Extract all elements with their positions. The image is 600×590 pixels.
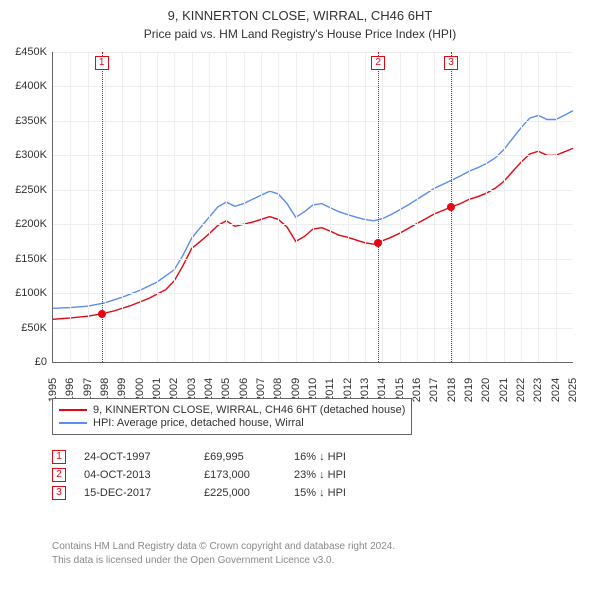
gridline-v	[140, 52, 141, 362]
sale-event-date: 15-DEC-2017	[84, 487, 204, 499]
sale-event-marker: 3	[444, 56, 458, 70]
x-axis-tick: 2016	[411, 378, 423, 402]
x-axis-tick: 2024	[550, 378, 562, 402]
gridline-v	[330, 52, 331, 362]
sale-event-price: £69,995	[204, 451, 294, 463]
gridline-v	[504, 52, 505, 362]
gridline-v	[365, 52, 366, 362]
gridline-v	[244, 52, 245, 362]
sale-event-row-marker: 1	[52, 450, 66, 464]
x-axis-tick: 2022	[515, 378, 527, 402]
x-axis-tick: 2017	[428, 378, 440, 402]
y-axis-tick: £150K	[15, 253, 47, 265]
y-axis-tick: £100K	[15, 287, 47, 299]
sale-event-dot	[374, 239, 382, 247]
legend-label: HPI: Average price, detached house, Wirr…	[93, 417, 304, 429]
gridline-v	[313, 52, 314, 362]
sale-event-row-marker: 3	[52, 486, 66, 500]
sale-event-date: 04-OCT-2013	[84, 469, 204, 481]
sale-event-line	[378, 52, 379, 362]
chart-subtitle: Price paid vs. HM Land Registry's House …	[10, 27, 590, 41]
x-axis-tick: 2020	[480, 378, 492, 402]
gridline-v	[70, 52, 71, 362]
gridline-v	[382, 52, 383, 362]
gridline-v	[417, 52, 418, 362]
gridline-v	[538, 52, 539, 362]
sale-event-dot	[98, 310, 106, 318]
y-axis-tick: £50K	[21, 322, 47, 334]
chart-title: 9, KINNERTON CLOSE, WIRRAL, CH46 6HT	[10, 8, 590, 23]
y-axis-tick: £450K	[15, 46, 47, 58]
sale-event-marker: 1	[95, 56, 109, 70]
legend-item: 9, KINNERTON CLOSE, WIRRAL, CH46 6HT (de…	[59, 404, 405, 416]
gridline-v	[348, 52, 349, 362]
legend-label: 9, KINNERTON CLOSE, WIRRAL, CH46 6HT (de…	[93, 404, 405, 416]
y-axis-tick: £300K	[15, 149, 47, 161]
gridline-v	[209, 52, 210, 362]
x-axis-tick: 2025	[567, 378, 579, 402]
attribution-footer: Contains HM Land Registry data © Crown c…	[52, 540, 395, 567]
sale-event-price: £225,000	[204, 487, 294, 499]
gridline-v	[296, 52, 297, 362]
sale-event-dot	[447, 203, 455, 211]
sale-event-row: 1 24-OCT-1997£69,99516% ↓ HPI	[52, 450, 384, 464]
y-axis-tick: £200K	[15, 218, 47, 230]
sale-event-price: £173,000	[204, 469, 294, 481]
gridline-v	[192, 52, 193, 362]
sale-event-date: 24-OCT-1997	[84, 451, 204, 463]
sale-event-row: 2 04-OCT-2013£173,00023% ↓ HPI	[52, 468, 384, 482]
gridline-v	[556, 52, 557, 362]
footer-line-2: This data is licensed under the Open Gov…	[52, 554, 395, 568]
y-axis-tick: £250K	[15, 184, 47, 196]
footer-line-1: Contains HM Land Registry data © Crown c…	[52, 540, 395, 554]
sale-event-hpi-delta: 23% ↓ HPI	[294, 469, 384, 481]
legend-item: HPI: Average price, detached house, Wirr…	[59, 417, 405, 429]
x-axis-tick: 2023	[532, 378, 544, 402]
gridline-v	[174, 52, 175, 362]
gridline-v	[88, 52, 89, 362]
price-vs-hpi-figure: { "layout": { "width": 600, "height": 59…	[0, 0, 600, 590]
chart-plot-area: £0£50K£100K£150K£200K£250K£300K£350K£400…	[52, 52, 573, 363]
gridline-v	[226, 52, 227, 362]
sale-event-hpi-delta: 16% ↓ HPI	[294, 451, 384, 463]
x-axis-tick: 2019	[463, 378, 475, 402]
gridline-v	[521, 52, 522, 362]
legend-swatch	[59, 409, 87, 411]
x-axis-tick: 2018	[446, 378, 458, 402]
gridline-v	[400, 52, 401, 362]
gridline-v	[278, 52, 279, 362]
sale-event-row-marker: 2	[52, 468, 66, 482]
gridline-v	[469, 52, 470, 362]
titles-block: 9, KINNERTON CLOSE, WIRRAL, CH46 6HT Pri…	[0, 0, 600, 45]
y-axis-tick: £350K	[15, 115, 47, 127]
sale-event-row: 3 15-DEC-2017£225,00015% ↓ HPI	[52, 486, 384, 500]
gridline-v	[261, 52, 262, 362]
gridline-v	[434, 52, 435, 362]
sale-event-hpi-delta: 15% ↓ HPI	[294, 487, 384, 499]
y-axis-tick: £0	[35, 356, 47, 368]
gridline-v	[157, 52, 158, 362]
sale-event-marker: 2	[371, 56, 385, 70]
sale-events-table: 1 24-OCT-1997£69,99516% ↓ HPI 2 04-OCT-2013…	[52, 446, 384, 504]
x-axis-tick: 2021	[498, 378, 510, 402]
gridline-v	[122, 52, 123, 362]
legend-swatch	[59, 422, 87, 424]
y-axis-tick: £400K	[15, 80, 47, 92]
gridline-v	[486, 52, 487, 362]
legend-box: 9, KINNERTON CLOSE, WIRRAL, CH46 6HT (de…	[52, 398, 412, 435]
